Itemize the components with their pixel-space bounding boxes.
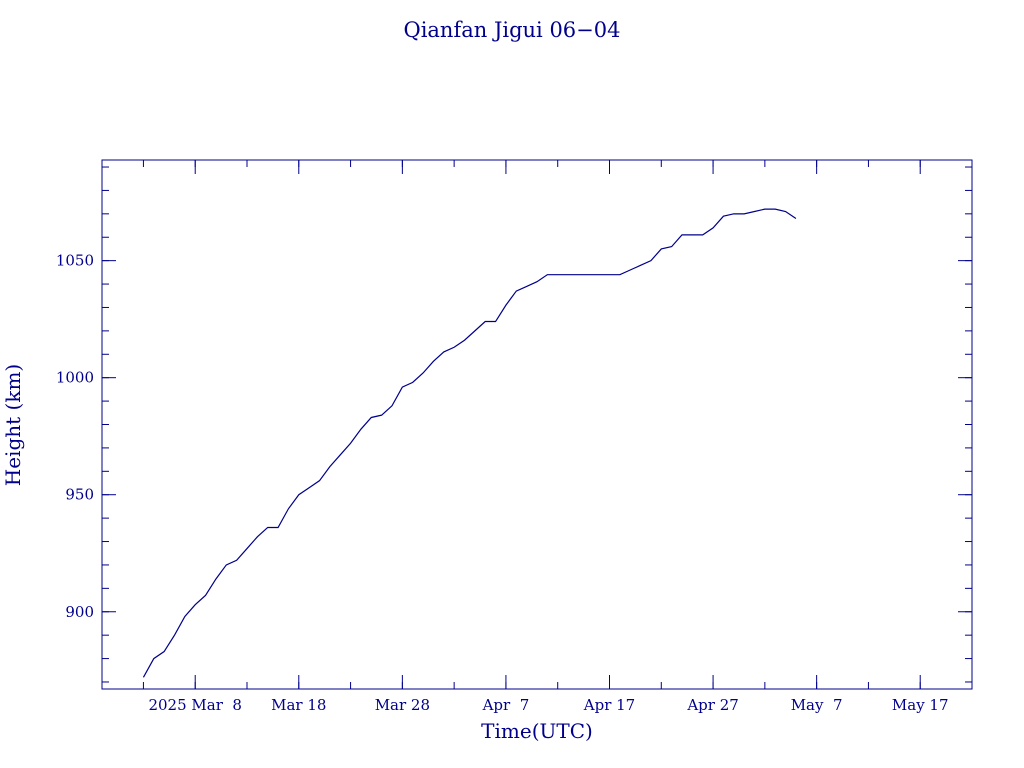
x-tick-label: Mar 28: [375, 696, 430, 714]
x-tick-label: Apr 27: [686, 696, 738, 714]
x-tick-label: Apr 17: [583, 696, 635, 714]
y-tick-label: 900: [65, 603, 94, 621]
y-tick-label: 950: [65, 486, 94, 504]
y-tick-label: 1050: [56, 252, 94, 270]
y-axis-label: Height (km): [1, 364, 25, 486]
y-tick-label: 1000: [56, 369, 94, 387]
x-tick-label: 2025 Mar 8: [148, 696, 242, 714]
plot-frame: [101, 159, 973, 690]
x-axis-label: Time(UTC): [481, 719, 593, 743]
data-line: [142, 208, 797, 678]
x-tick-label: May 17: [892, 696, 949, 714]
x-tick-label: Mar 18: [271, 696, 326, 714]
x-tick-label: May 7: [791, 696, 843, 714]
chart-title: Qianfan Jigui 06−04: [403, 18, 620, 42]
x-tick-label: Apr 7: [482, 696, 530, 714]
